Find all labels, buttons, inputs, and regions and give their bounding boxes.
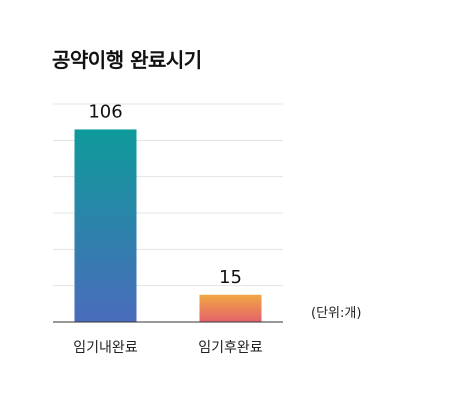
bars (74, 129, 262, 322)
data-label-2: 15 (219, 267, 242, 288)
bar-2 (199, 294, 262, 322)
x-tick-label-2: 임기후완료 (198, 340, 263, 356)
bar-1 (74, 129, 137, 322)
x-tick-label-1: 임기내완료 (73, 340, 138, 356)
data-label-1: 106 (88, 101, 122, 122)
labels: 106 임기내완료 15 임기후완료 (73, 101, 263, 356)
chart-title: 공약이행 완료시기 (52, 48, 202, 72)
unit-label: (단위:개) (311, 306, 362, 321)
